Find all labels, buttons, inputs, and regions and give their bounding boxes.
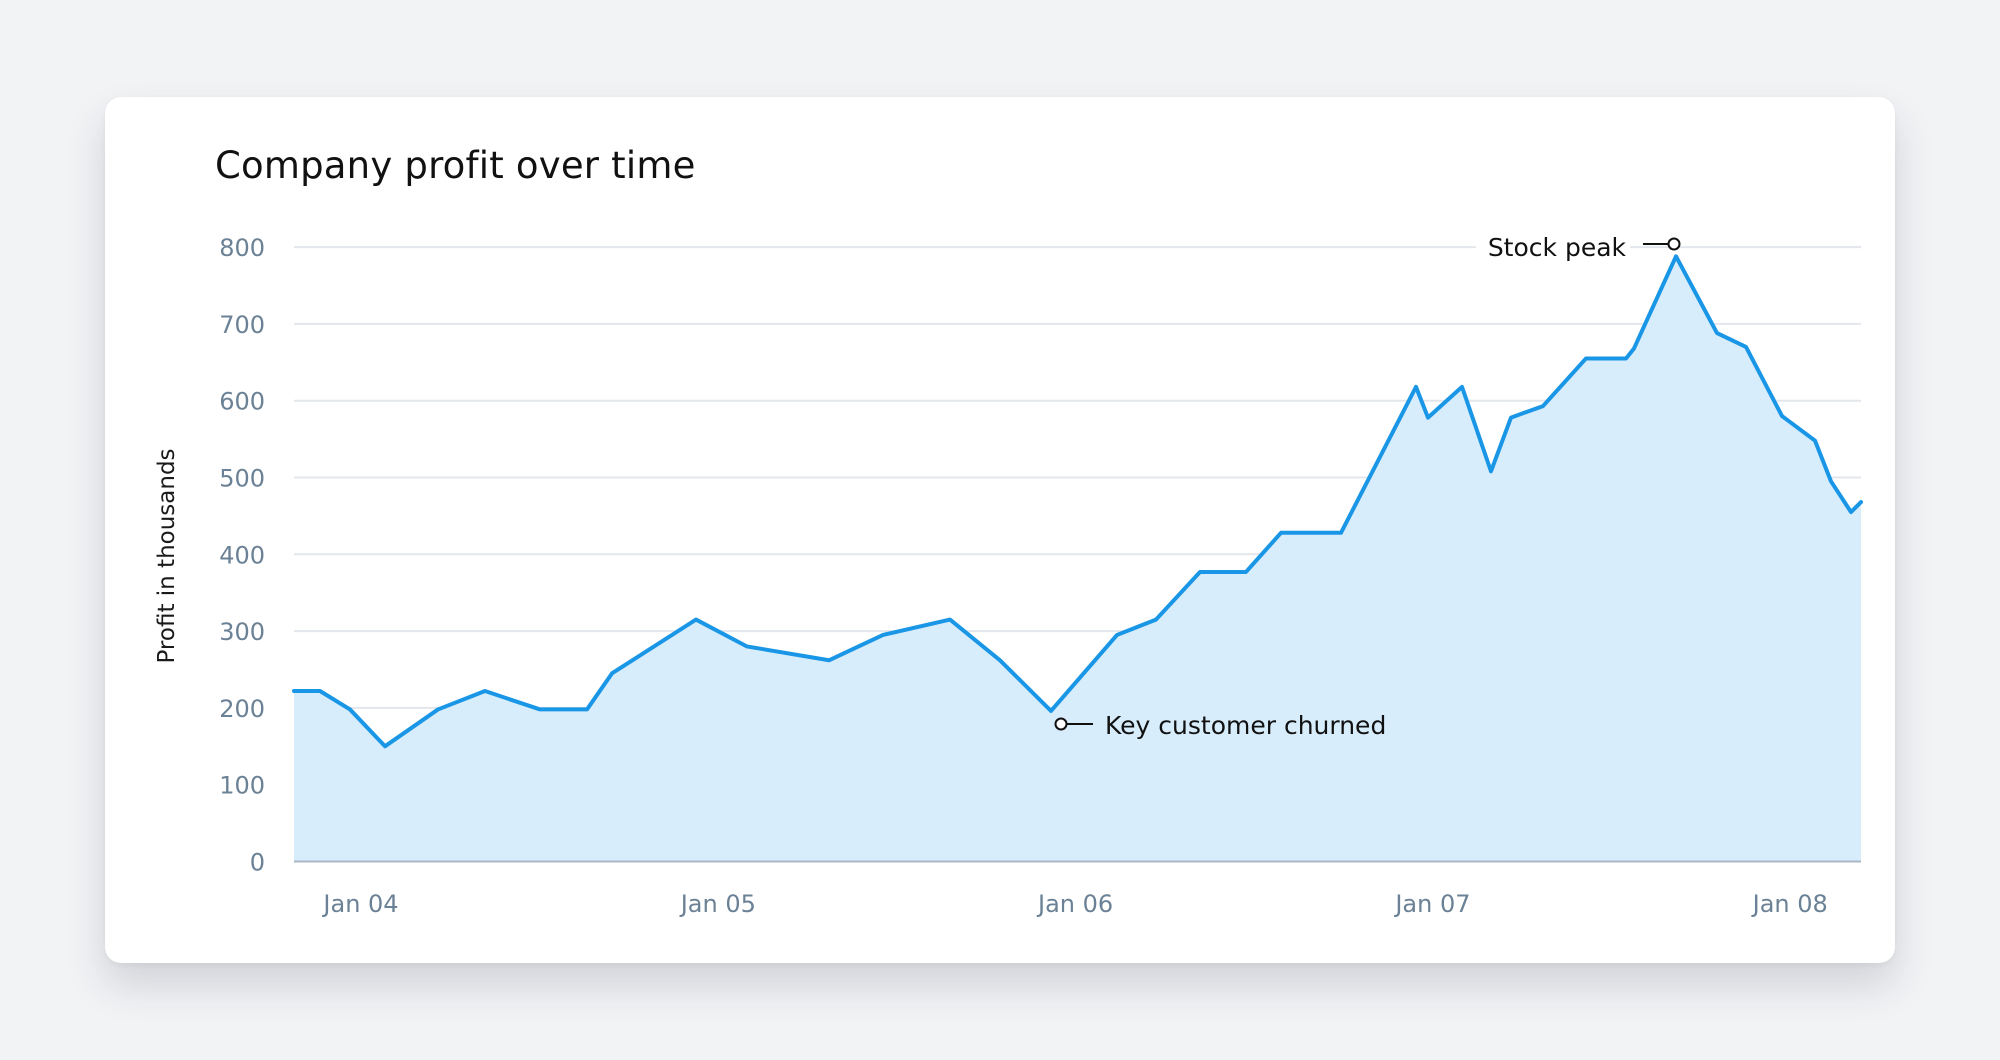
y-tick-label: 100: [219, 772, 265, 800]
y-tick-label: 200: [219, 695, 265, 723]
y-tick-label: 300: [219, 618, 265, 646]
y-axis-ticks: 0 100 200 300 400 500 600 700 800: [219, 234, 265, 876]
annotation-marker-icon: [1054, 717, 1068, 731]
x-tick-label: Jan 07: [1393, 890, 1470, 918]
annotation-marker-icon: [1667, 237, 1681, 251]
x-tick-label: Jan 04: [321, 890, 398, 918]
annotation-churn: Key customer churned: [1054, 711, 1386, 740]
area-fill: [294, 256, 1861, 862]
x-axis-ticks: Jan 04 Jan 05 Jan 06 Jan 07 Jan 08: [321, 890, 1827, 918]
y-tick-label: 500: [219, 465, 265, 493]
chart-title: Company profit over time: [215, 144, 696, 187]
annotation-peak-label: Stock peak: [1488, 233, 1627, 262]
profit-line: [292, 254, 1863, 749]
annotation-churn-label: Key customer churned: [1105, 711, 1386, 740]
annotation-peak: Stock peak: [1476, 228, 1681, 264]
x-tick-label: Jan 06: [1036, 890, 1113, 918]
y-tick-label: 400: [219, 541, 265, 569]
y-tick-label: 600: [219, 388, 265, 416]
annotation-label-bg: [1476, 228, 1630, 264]
y-tick-label: 800: [219, 234, 265, 262]
y-tick-label: 0: [250, 849, 265, 877]
x-tick-label: Jan 05: [679, 890, 756, 918]
y-axis-title: Profit in thousands: [154, 448, 180, 663]
y-tick-label: 700: [219, 311, 265, 339]
x-tick-label: Jan 08: [1751, 890, 1828, 918]
